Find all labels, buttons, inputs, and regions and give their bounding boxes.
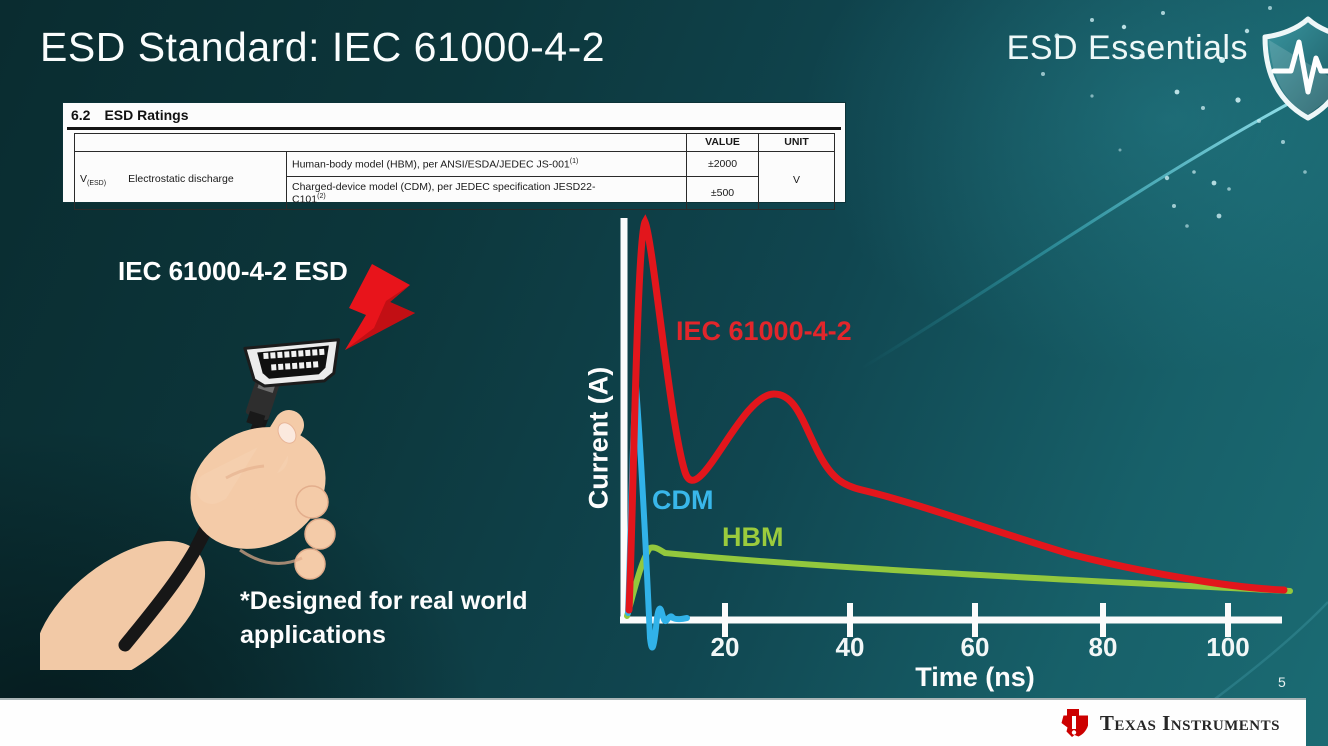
hbm-description-cell: Human-body model (HBM), per ANSI/ESDA/JE… — [286, 151, 687, 177]
fingernail — [277, 422, 297, 444]
table-row: V(ESD) Electrostatic discharge Human-body… — [74, 151, 835, 210]
parameter-symbol: V(ESD) — [80, 172, 107, 188]
light-swoosh — [861, 86, 1319, 370]
table-header-row: VALUE UNIT — [74, 133, 835, 152]
iec-curve — [625, 214, 1288, 614]
parameter-name: Electrostatic discharge — [128, 172, 234, 185]
cdm-description-cell: Charged-device model (CDM), per JEDEC sp… — [286, 176, 687, 210]
footer-bar: Texas Instruments — [0, 698, 1306, 746]
parameter-cell: V(ESD) Electrostatic discharge — [74, 151, 287, 210]
x-tick-label: 60 — [960, 632, 990, 662]
x-tick-label: 80 — [1088, 632, 1118, 662]
esd-ratings-table: VALUE UNIT V(ESD) Electrostatic discharge… — [74, 133, 835, 210]
iec-series-label: IEC 61000-4-2 — [676, 316, 852, 346]
ti-logo-icon — [1061, 709, 1088, 737]
series-brand: ESD Essentials — [1006, 29, 1248, 67]
x-tick-label: 20 — [710, 632, 740, 662]
y-axis-label: Current (A) — [583, 366, 614, 510]
heading-rule — [67, 127, 841, 130]
section-title: ESD Ratings — [104, 107, 189, 123]
x-tick-label: 40 — [835, 632, 865, 662]
hand-illustration — [40, 410, 336, 670]
page-title: ESD Standard: IEC 61000-4-2 — [40, 24, 606, 70]
hbm-series-label: HBM — [722, 522, 784, 552]
designed-note: *Designed for real world applications — [240, 587, 528, 649]
unit-cell: V — [758, 151, 835, 210]
x-tick-label: 100 — [1206, 632, 1250, 662]
table-row: Charged-device model (CDM), per JEDEC sp… — [75, 176, 835, 210]
lightning-bolt-icon — [345, 264, 415, 350]
unit-column-header: UNIT — [758, 133, 835, 152]
x-axis-label: Time (ns) — [915, 662, 1035, 692]
shield-pulse-logo-icon — [1262, 16, 1328, 121]
hdmi-connector-icon — [243, 338, 340, 388]
hbm-value-cell: ±2000 — [686, 151, 759, 177]
x-axis-ticks — [722, 603, 1231, 637]
cdm-value-cell: ±500 — [686, 176, 759, 210]
star-particles — [1041, 6, 1307, 228]
table-section-heading: 6.2 ESD Ratings — [71, 107, 188, 123]
ti-wordmark: Texas Instruments — [1099, 710, 1280, 735]
cdm-series-label: CDM — [652, 485, 714, 515]
hand-esd-illustration — [40, 264, 415, 670]
esd-waveform-chart — [620, 214, 1293, 651]
section-number: 6.2 — [71, 107, 91, 123]
page-number: 5 — [1278, 674, 1286, 690]
value-column-header: VALUE — [686, 133, 759, 152]
iec-esd-caption: IEC 61000-4-2 ESD — [118, 256, 348, 286]
esd-ratings-table-panel: 6.2 ESD Ratings VALUE UNIT V(ESD) Electros… — [63, 103, 845, 210]
